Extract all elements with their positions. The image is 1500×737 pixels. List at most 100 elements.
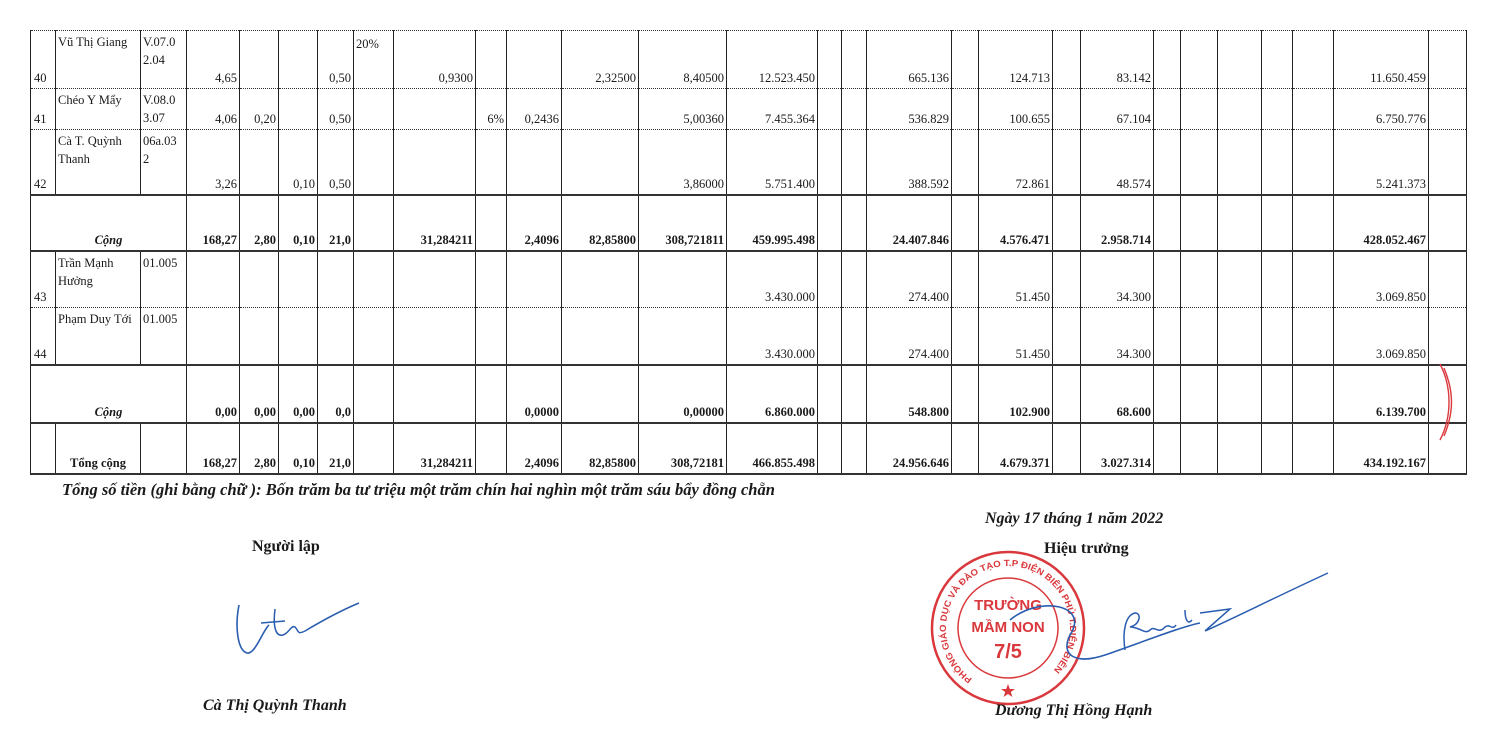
- principal-signature: [1009, 572, 1329, 660]
- subtotal-row: Cộng 168,27 2,80 0,10 21,0 31,284211 2,4096 82,…: [30, 194, 1467, 252]
- employee-name: Chéo Y Mẩy: [55, 88, 141, 130]
- rank-code: 01.005: [140, 250, 187, 308]
- value-cell: 48.574: [1080, 129, 1154, 196]
- value-cell: 665.136: [866, 30, 952, 89]
- value-cell: [1428, 194, 1467, 252]
- rank-code: V.08.0 3.07: [140, 88, 187, 130]
- value-cell: 82,85800: [561, 422, 639, 475]
- value-cell: 4.576.471: [978, 194, 1053, 252]
- value-cell: [817, 194, 842, 252]
- value-cell: [1153, 129, 1181, 196]
- value-cell: [239, 307, 279, 366]
- value-cell: [278, 307, 318, 366]
- empty-cell: [30, 422, 56, 475]
- value-cell: [841, 250, 867, 308]
- value-cell: 3.430.000: [726, 307, 818, 366]
- value-cell: [1153, 307, 1181, 366]
- value-cell: [951, 129, 979, 196]
- value-cell: [1052, 364, 1081, 424]
- employee-name: Vũ Thị Giang: [55, 30, 141, 89]
- value-cell: 0,00: [186, 364, 240, 424]
- principal-name: Dương Thị Hồng Hạnh: [995, 702, 1153, 719]
- value-cell: [393, 250, 476, 308]
- value-cell: 100.655: [978, 88, 1053, 130]
- value-cell: [817, 307, 842, 366]
- value-cell: [353, 307, 394, 366]
- value-cell: 124.713: [978, 30, 1053, 89]
- value-cell: [1261, 422, 1293, 475]
- value-cell: [638, 307, 727, 366]
- stamp-line-3: 7/5: [994, 641, 1022, 663]
- value-cell: [393, 88, 476, 130]
- value-cell: [475, 194, 507, 252]
- value-cell: [506, 30, 562, 89]
- employee-name: Cà T. Quỳnh Thanh: [55, 129, 141, 196]
- value-cell: [1180, 364, 1218, 424]
- value-cell: [1217, 422, 1262, 475]
- value-cell: [353, 194, 394, 252]
- value-cell: [1052, 88, 1081, 130]
- value-cell: [1428, 88, 1467, 130]
- value-cell: [475, 129, 507, 196]
- value-cell: [506, 307, 562, 366]
- value-cell: [1292, 30, 1334, 89]
- date-line: Ngày 17 tháng 1 năm 2022: [985, 510, 1164, 527]
- value-cell: 2,80: [239, 194, 279, 252]
- value-cell: 434.192.167: [1333, 422, 1429, 475]
- value-cell: [1217, 250, 1262, 308]
- subtotal-row: Cộng 0,00 0,00 0,00 0,0 0,0000 0,00000 6.860.00…: [30, 364, 1467, 424]
- value-cell: [561, 250, 639, 308]
- employee-name: Trần Mạnh Hưởng: [55, 250, 141, 308]
- value-cell: [353, 129, 394, 196]
- value-cell: [841, 364, 867, 424]
- value-cell: 308,721811: [638, 194, 727, 252]
- value-cell: [1292, 88, 1334, 130]
- value-cell: 274.400: [866, 250, 952, 308]
- value-cell: [278, 88, 318, 130]
- value-cell: [817, 88, 842, 130]
- value-cell: 0,9300: [393, 30, 476, 89]
- value-cell: 5,00360: [638, 88, 727, 130]
- row-number: 40: [30, 30, 56, 89]
- value-cell: [239, 250, 279, 308]
- value-cell: [951, 194, 979, 252]
- value-cell: 24.407.846: [866, 194, 952, 252]
- value-cell: 0,10: [278, 194, 318, 252]
- preparer-signature: [236, 602, 360, 654]
- value-cell: [1428, 129, 1467, 196]
- value-cell: [561, 88, 639, 130]
- value-cell: [1052, 307, 1081, 366]
- value-cell: 67.104: [1080, 88, 1154, 130]
- subtotal-label: Cộng: [30, 194, 187, 252]
- value-cell: 68.600: [1080, 364, 1154, 424]
- value-cell: [1261, 30, 1293, 89]
- value-cell: [841, 129, 867, 196]
- value-cell: 34.300: [1080, 250, 1154, 308]
- value-cell: 6%: [475, 88, 507, 130]
- value-cell: 308,72181: [638, 422, 727, 475]
- value-cell: [817, 30, 842, 89]
- value-cell: 0,0000: [506, 364, 562, 424]
- value-cell: [506, 129, 562, 196]
- value-cell: 0,20: [239, 88, 279, 130]
- row-number: 42: [30, 129, 56, 196]
- value-cell: 5.751.400: [726, 129, 818, 196]
- value-cell: 0,50: [317, 129, 354, 196]
- value-cell: [841, 307, 867, 366]
- value-cell: [353, 422, 394, 475]
- value-cell: [1153, 250, 1181, 308]
- value-cell: 3.430.000: [726, 250, 818, 308]
- value-cell: [1052, 422, 1081, 475]
- rank-code: 01.005: [140, 307, 187, 366]
- value-cell: 31,284211: [393, 422, 476, 475]
- value-cell: [186, 250, 240, 308]
- value-cell: 4,65: [186, 30, 240, 89]
- grand-total-row: Tổng cộng 168,27 2,80 0,10 21,0 31,284211 2,40…: [30, 422, 1467, 475]
- value-cell: 21,0: [317, 422, 354, 475]
- value-cell: [1292, 364, 1334, 424]
- rank-code: 06a.03 2: [140, 129, 187, 196]
- value-cell: [1261, 88, 1293, 130]
- value-cell: 0,00: [239, 364, 279, 424]
- value-cell: [1217, 364, 1262, 424]
- value-cell: 3.027.314: [1080, 422, 1154, 475]
